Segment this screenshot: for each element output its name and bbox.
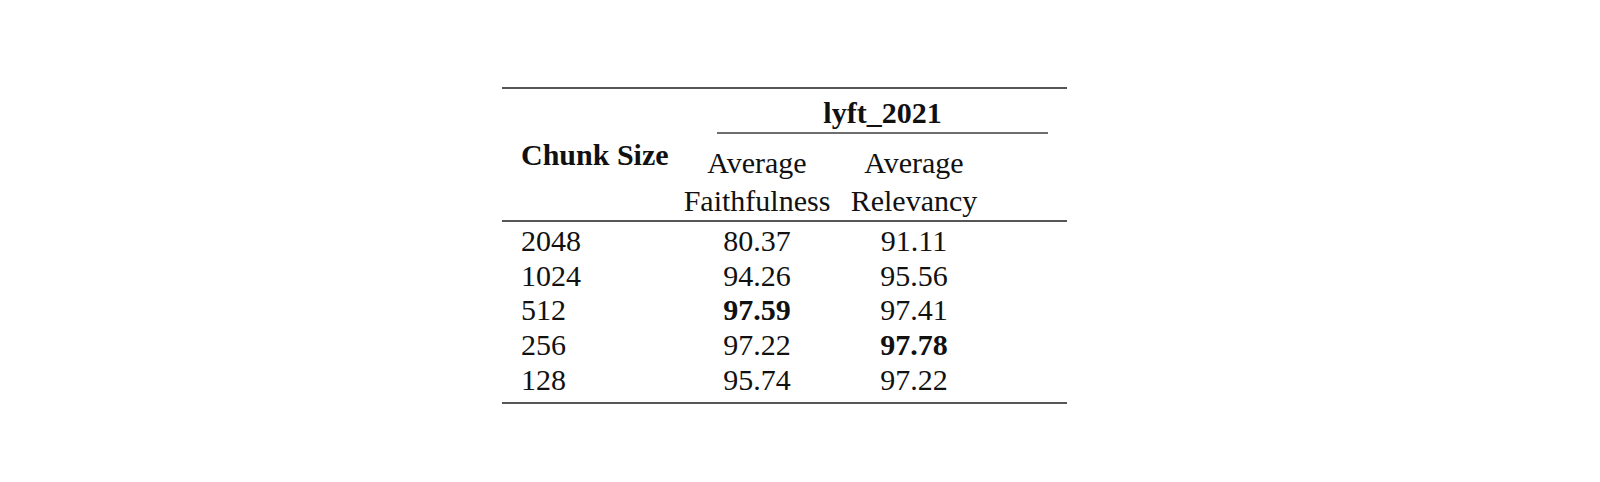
chunk-size-cell: 128 bbox=[521, 363, 566, 397]
relevancy-cell: 91.11 bbox=[834, 224, 994, 258]
chunk-size-cell: 1024 bbox=[521, 259, 581, 293]
relevancy-cell: 95.56 bbox=[834, 259, 994, 293]
faithfulness-cell: 95.74 bbox=[677, 363, 837, 397]
results-table: lyft_2021 Chunk Size Average Faithfulnes… bbox=[502, 87, 1067, 404]
dataset-group-header: lyft_2021 bbox=[717, 96, 1048, 130]
avg-faithfulness-header-line2: Faithfulness bbox=[677, 182, 837, 220]
chunk-size-header: Chunk Size bbox=[521, 138, 669, 172]
page: lyft_2021 Chunk Size Average Faithfulnes… bbox=[0, 0, 1600, 482]
table-row: 1024 94.26 95.56 bbox=[502, 259, 1067, 293]
avg-relevancy-header-line1: Average bbox=[834, 144, 994, 182]
avg-faithfulness-header-line1: Average bbox=[677, 144, 837, 182]
faithfulness-cell: 80.37 bbox=[677, 224, 837, 258]
table-bottom-rule bbox=[502, 402, 1067, 404]
table-row: 256 97.22 97.78 bbox=[502, 328, 1067, 362]
group-header-underline bbox=[717, 132, 1048, 134]
table-row: 2048 80.37 91.11 bbox=[502, 224, 1067, 258]
faithfulness-cell: 94.26 bbox=[677, 259, 837, 293]
table-header-rule bbox=[502, 220, 1067, 222]
table-top-rule bbox=[502, 87, 1067, 89]
chunk-size-cell: 256 bbox=[521, 328, 566, 362]
avg-faithfulness-header: Average Faithfulness bbox=[677, 144, 837, 220]
faithfulness-cell: 97.59 bbox=[677, 293, 837, 327]
chunk-size-cell: 512 bbox=[521, 293, 566, 327]
faithfulness-cell: 97.22 bbox=[677, 328, 837, 362]
avg-relevancy-header-line2: Relevancy bbox=[834, 182, 994, 220]
relevancy-cell: 97.22 bbox=[834, 363, 994, 397]
relevancy-cell: 97.41 bbox=[834, 293, 994, 327]
table-row: 512 97.59 97.41 bbox=[502, 293, 1067, 327]
avg-relevancy-header: Average Relevancy bbox=[834, 144, 994, 220]
chunk-size-cell: 2048 bbox=[521, 224, 581, 258]
relevancy-cell: 97.78 bbox=[834, 328, 994, 362]
table-row: 128 95.74 97.22 bbox=[502, 363, 1067, 397]
